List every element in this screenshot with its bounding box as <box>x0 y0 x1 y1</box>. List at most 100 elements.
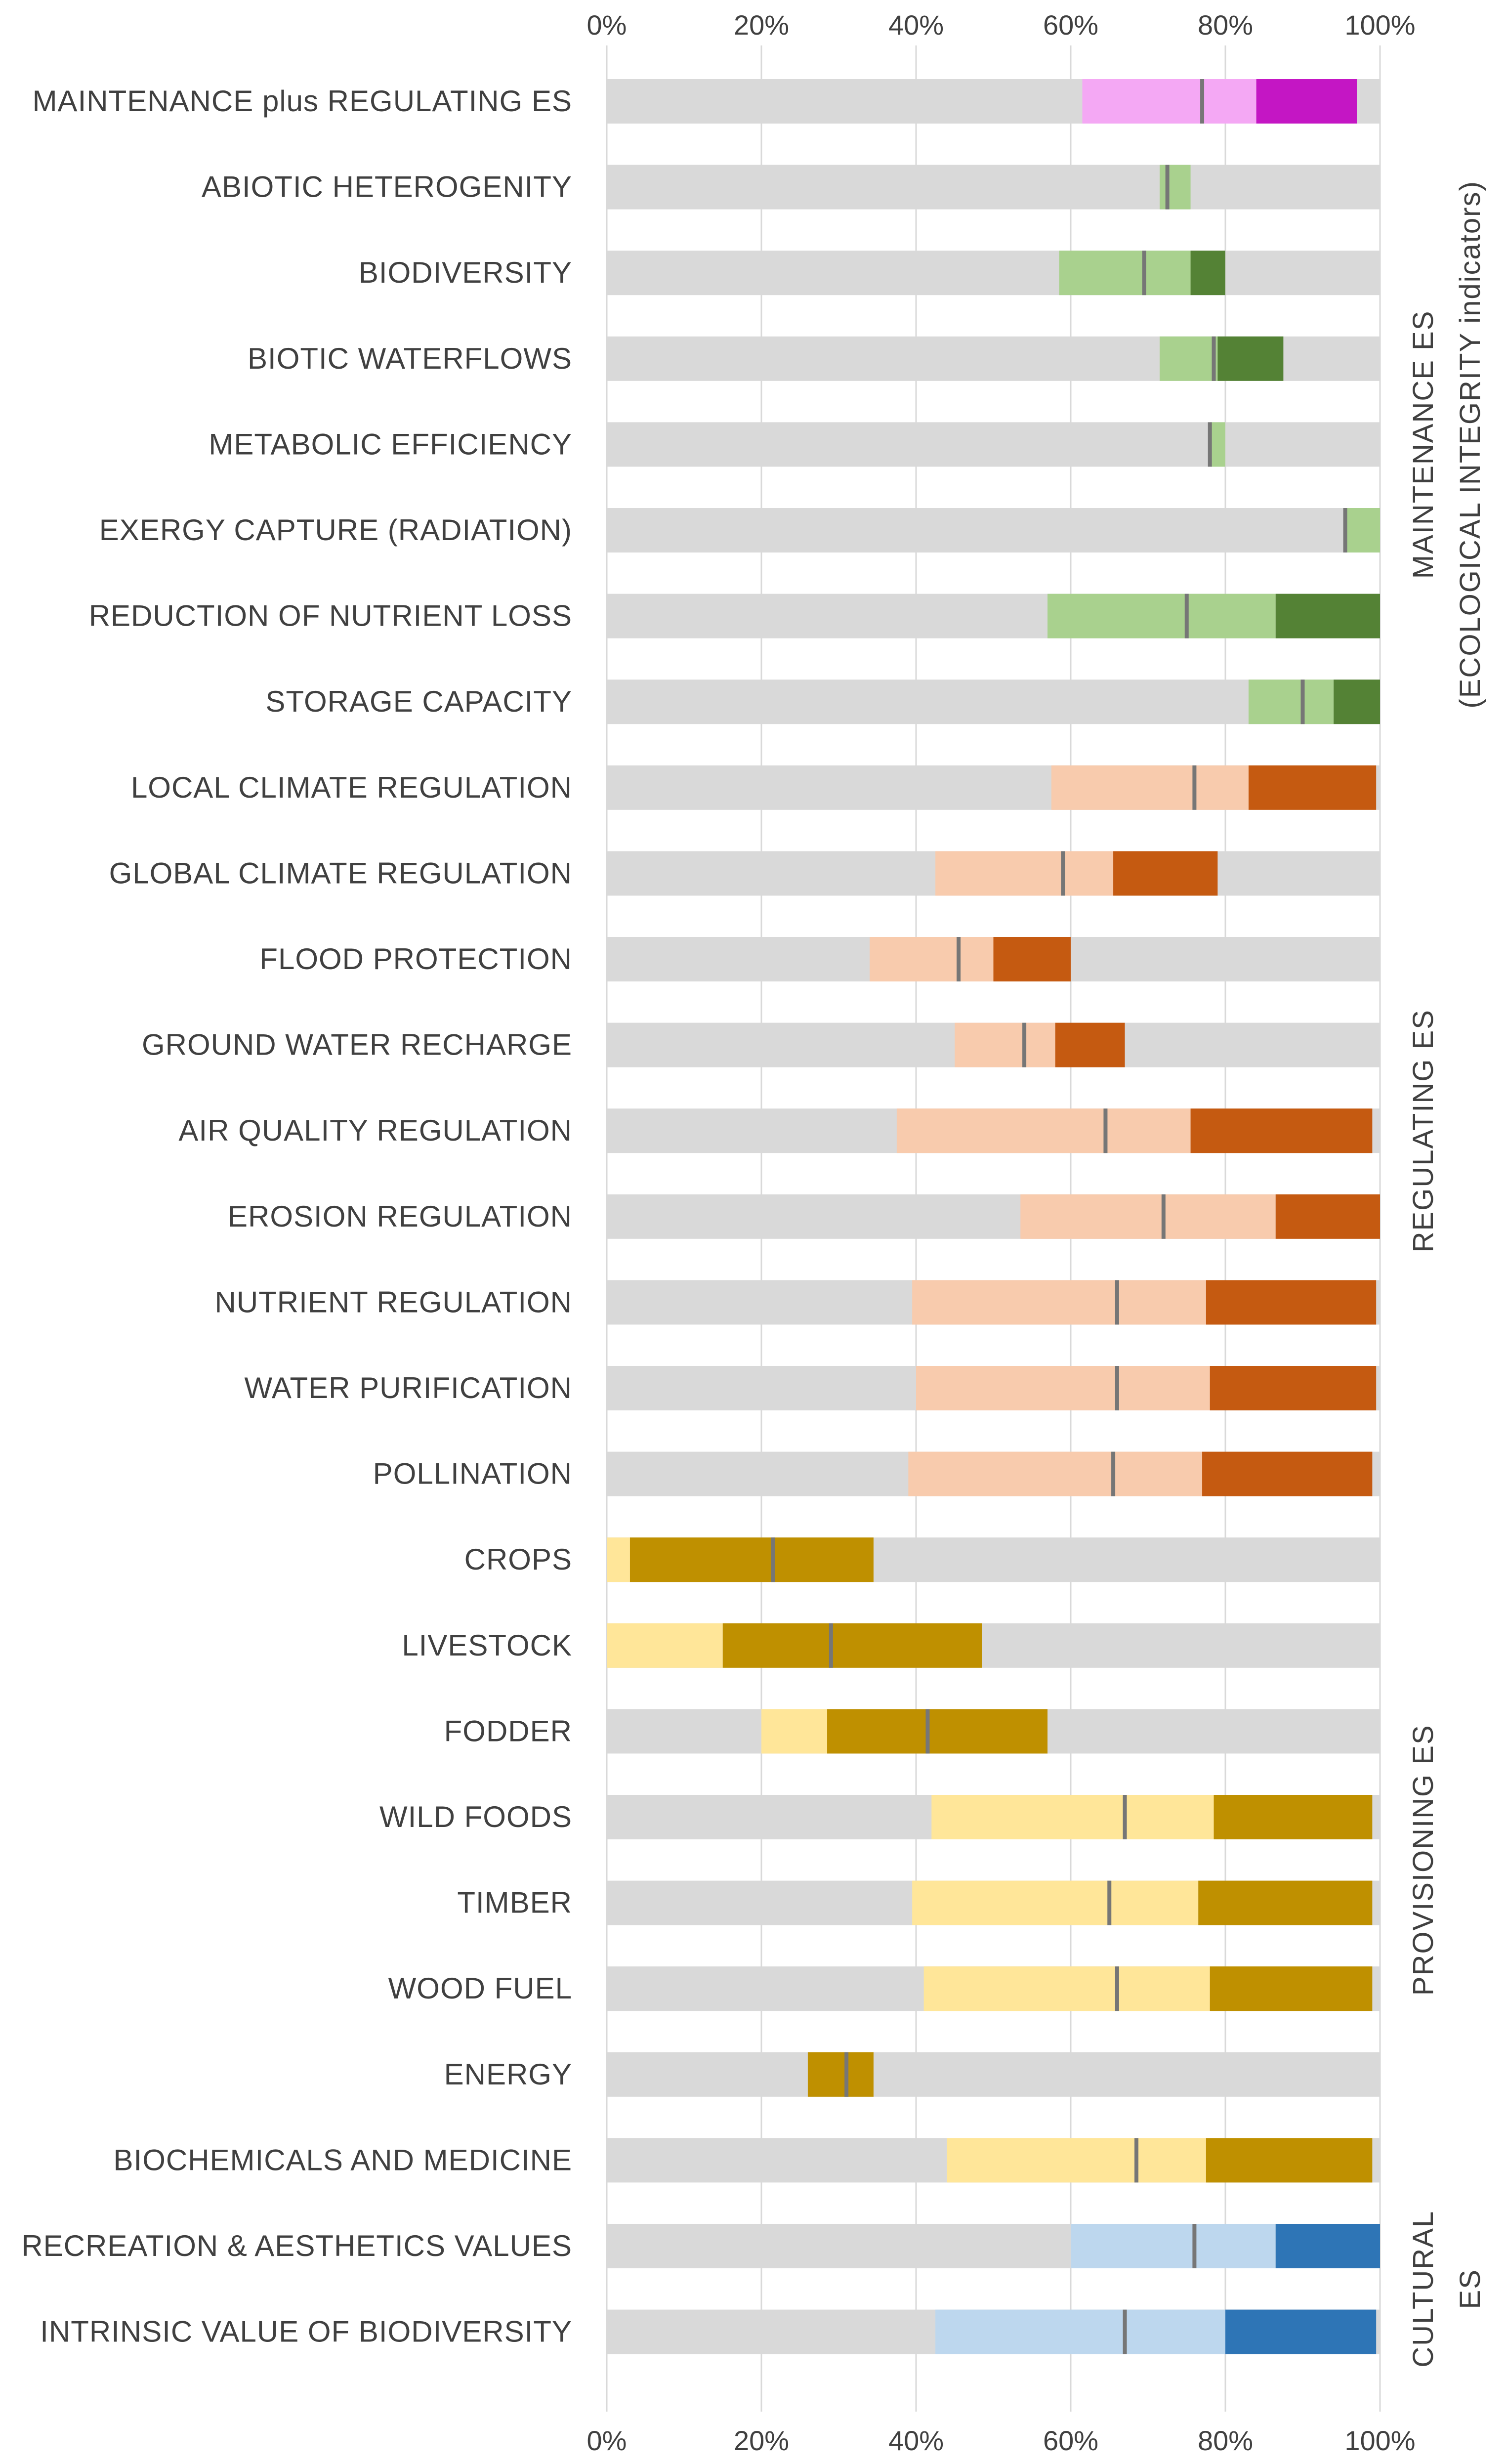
category-label: CROPS <box>464 1543 572 1576</box>
category-label: FODDER <box>444 1714 572 1747</box>
median-marker <box>1103 1108 1108 1153</box>
category-label: BIOCHEMICALS AND MEDICINE <box>114 2143 573 2176</box>
bar-background <box>607 251 1380 296</box>
bar-segment-dark <box>993 937 1071 981</box>
group-sublabel: ES <box>1454 2269 1486 2309</box>
category-label: GLOBAL CLIMATE REGULATION <box>109 856 572 890</box>
bar-segment-dark <box>1210 1966 1373 2011</box>
median-marker <box>1123 2309 1127 2354</box>
median-marker <box>1343 508 1347 552</box>
x-tick-label-top: 60% <box>1043 9 1098 41</box>
x-tick-label-top: 80% <box>1198 9 1253 41</box>
median-marker <box>1192 765 1197 810</box>
bar-segment-dark <box>1113 851 1218 896</box>
median-marker <box>1142 251 1146 296</box>
bar-segment-light <box>607 1537 630 1582</box>
bar-segment-light <box>1047 594 1276 638</box>
category-label: BIOTIC WATERFLOWS <box>248 342 572 375</box>
group-labels: MAINTENANCE ES (ECOLOGICAL INTEGRITY indi… <box>1407 180 1486 2368</box>
median-marker <box>1111 1451 1116 1496</box>
bar-segment-light <box>912 1280 1206 1325</box>
median-marker <box>1115 1366 1119 1410</box>
bar-segment-dark <box>1275 1194 1380 1239</box>
bar-segment-dark <box>722 1623 982 1668</box>
group-label: REGULATING ES <box>1407 1009 1439 1252</box>
bar-segment-dark <box>1217 336 1284 381</box>
category-label: WOOD FUEL <box>388 1972 572 2005</box>
bar-background <box>607 508 1380 552</box>
bar-segment-light <box>916 1366 1210 1410</box>
category-label: MAINTENANCE plus REGULATING ES <box>33 85 572 118</box>
bar-segment-dark <box>1256 79 1357 124</box>
bar-segment-dark <box>1206 1280 1377 1325</box>
median-marker <box>1165 165 1170 210</box>
bar-segment-dark <box>1055 1022 1125 1067</box>
bar-segment-light <box>1159 336 1218 381</box>
bar-segment-light <box>931 1795 1214 1839</box>
category-label: WATER PURIFICATION <box>244 1371 572 1404</box>
median-marker <box>1208 422 1212 467</box>
median-marker <box>829 1623 833 1668</box>
category-label: STORAGE CAPACITY <box>265 685 572 718</box>
bar-segment-dark <box>1248 765 1377 810</box>
bar-segment-dark <box>807 2052 874 2097</box>
category-label: POLLINATION <box>373 1457 572 1490</box>
bar-segment-dark <box>1190 251 1225 296</box>
x-axis-top: 0% 20% 40% 60% 80% 100% <box>587 9 1416 41</box>
bar-segment-dark <box>1198 1880 1373 1925</box>
median-marker <box>1161 1194 1166 1239</box>
bar-segment-light <box>912 1880 1199 1925</box>
category-label: INTRINSIC VALUE OF BIODIVERSITY <box>40 2315 572 2348</box>
bar-segment-light <box>955 1022 1055 1067</box>
bar-segment-light <box>1071 2224 1276 2268</box>
median-marker <box>1134 2138 1139 2183</box>
x-tick-label-top: 40% <box>888 9 944 41</box>
bar-segment-dark <box>1275 2224 1380 2268</box>
bar-segment-light <box>1248 680 1334 724</box>
median-marker <box>1200 79 1205 124</box>
bar-segment-light <box>1159 165 1191 210</box>
category-label: LOCAL CLIMATE REGULATION <box>131 771 572 804</box>
x-tick-label-bottom: 80% <box>1198 2425 1253 2456</box>
category-label: WILD FOODS <box>379 1800 572 1833</box>
x-tick-label-top: 100% <box>1344 9 1415 41</box>
category-label: REDUCTION OF NUTRIENT LOSS <box>89 599 572 633</box>
category-label: EROSION REGULATION <box>228 1200 572 1233</box>
median-marker <box>1184 594 1189 638</box>
group-sublabel: (ECOLOGICAL INTEGRITY indicators) <box>1454 180 1486 708</box>
bar-segment-light <box>923 1966 1210 2011</box>
x-tick-label-bottom: 0% <box>587 2425 627 2456</box>
category-label: TIMBER <box>457 1886 572 1919</box>
bar-background <box>607 165 1380 210</box>
bar-segment-dark <box>1225 2309 1377 2354</box>
median-marker <box>1107 1880 1112 1925</box>
category-label: FLOOD PROTECTION <box>259 942 572 976</box>
median-marker <box>1061 851 1065 896</box>
bar-segment-dark <box>1202 1451 1373 1496</box>
bar-segment-light <box>947 2138 1206 2183</box>
x-tick-label-bottom: 40% <box>888 2425 944 2456</box>
category-label: GROUND WATER RECHARGE <box>142 1028 572 1062</box>
median-marker <box>1115 1966 1119 2011</box>
bar-segment-dark <box>1210 1366 1377 1410</box>
x-axis-bottom: 0% 20% 40% 60% 80% 100% <box>587 2425 1416 2456</box>
bar-segment-light <box>761 1709 828 1754</box>
median-marker <box>1123 1795 1127 1839</box>
bar-segment-light <box>896 1108 1191 1153</box>
x-tick-label-bottom: 60% <box>1043 2425 1098 2456</box>
bar-segment-dark <box>1334 680 1380 724</box>
x-tick-label-top: 0% <box>587 9 627 41</box>
x-tick-label-bottom: 100% <box>1344 2425 1415 2456</box>
group-label: PROVISIONING ES <box>1407 1724 1439 1996</box>
category-label: ABIOTIC HETEROGENITY <box>202 170 572 204</box>
category-label: RECREATION & AESTHETICS VALUES <box>21 2229 572 2262</box>
group-label: MAINTENANCE ES <box>1407 310 1439 579</box>
bar-segment-dark <box>1214 1795 1373 1839</box>
category-label: LIVESTOCK <box>402 1629 572 1662</box>
bar-segment-light <box>935 2309 1225 2354</box>
bars <box>607 79 1380 2354</box>
bar-segment-light <box>908 1451 1203 1496</box>
category-label: AIR QUALITY REGULATION <box>178 1114 572 1147</box>
bar-segment-light <box>1345 508 1380 552</box>
category-label: METABOLIC EFFICIENCY <box>209 427 572 461</box>
